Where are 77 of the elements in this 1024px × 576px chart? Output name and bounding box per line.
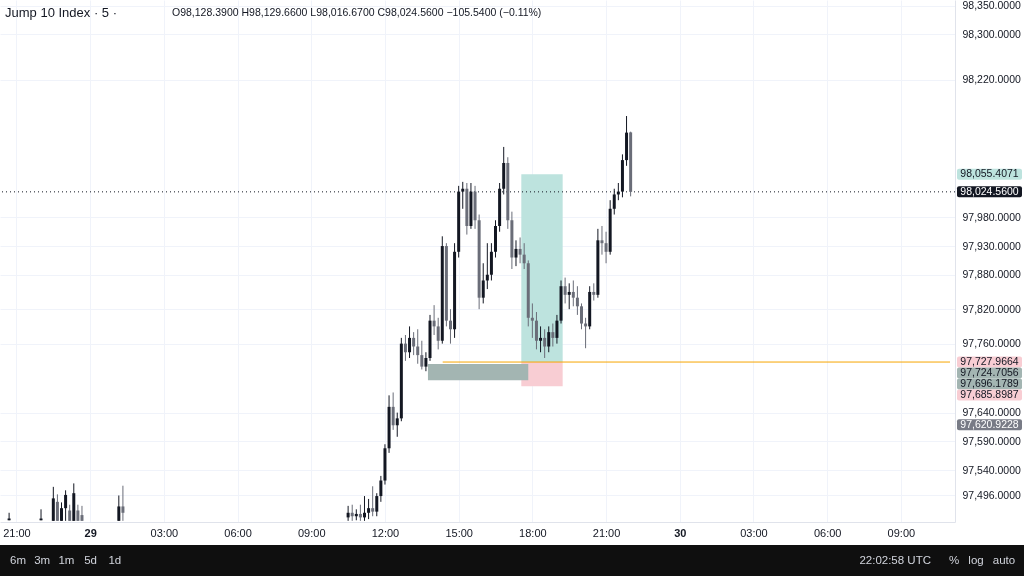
text: 98,055.4071 [960,167,1019,180]
y-tick-label: 97,980.0000 [962,210,1022,223]
text: 1d [108,554,122,566]
y-tick-label: 97,496.0000 [962,489,1022,501]
candlestick [448,308,452,345]
x-tick-label: 03:00 [150,526,179,539]
x-tick-label: 09:00 [887,526,916,539]
y-tick-label: 97,640.0000 [962,406,1022,419]
text: O98,128.3900 H98,129.6600 L98,016.6700 C98,024.5600 −105.5400 (−0.11%) [172,6,542,18]
y-tick-label: 97,880.0000 [962,268,1022,281]
x-tick-label: 06:00 [224,526,252,539]
y-tick-label: 98,220.0000 [962,73,1022,86]
text: 6m [10,554,26,566]
candlestick [408,325,412,359]
candlestick [534,311,538,350]
text: 97,620.9228 [960,417,1019,430]
candlestick [571,279,575,307]
candlestick [403,334,407,362]
x-tick-label: 03:00 [740,526,768,539]
candlestick [514,239,518,267]
candlestick [612,188,616,216]
candlestick [563,277,567,304]
candlestick [420,340,424,370]
y-tick-label: 98,350.0000 [962,0,1022,12]
x-tick-label: 18:00 [519,526,547,539]
x-tick-label: 15:00 [445,526,473,539]
candlestick [391,391,395,431]
candlestick [522,242,526,270]
text: 97,696.1789 [960,377,1019,390]
x-tick-label: 30 [674,526,687,539]
text: 22:02:58 UTC [859,554,931,566]
text: 97,724.7056 [960,366,1019,379]
candlestick [600,225,604,256]
candlestick [555,314,559,345]
candlestick [367,498,371,520]
x-tick-label: 21:00 [3,526,31,539]
ref-line-label: 98,024.5600 [960,184,1019,197]
candlestick [371,485,375,517]
candlestick [580,302,583,330]
candlestick [412,331,416,356]
chart-title: Jump 10 Index · 5 · [5,5,117,20]
candlestick [567,282,571,310]
candlestick [539,325,543,353]
candlestick [604,231,608,264]
candlestick [395,412,399,438]
x-tick-label: 09:00 [298,526,326,539]
candlestick [543,328,547,359]
candlestick [461,181,465,210]
y-tick-label: 97,590.0000 [962,434,1022,447]
y-tick-label: 98,300.0000 [962,27,1022,40]
text: % [948,554,960,566]
annotation: 97,727.9664 [960,355,1019,368]
x-tick-label: 12:00 [371,526,400,539]
text: auto [992,554,1016,566]
text: 5d [84,554,97,566]
text: 3m [34,554,51,566]
candlestick [489,242,493,281]
candlestick [575,285,579,316]
y-tick-label: 97,540.0000 [962,463,1022,476]
text: log [968,554,984,566]
candlestick [436,317,440,350]
candlestick [530,302,534,339]
x-tick-label: 21:00 [592,526,621,539]
x-tick-label: 06:00 [813,526,842,539]
candlestick [551,323,555,347]
y-tick-label: 97,760.0000 [962,337,1022,350]
y-tick-label: 97,930.0000 [962,239,1022,252]
candlestick [547,325,551,353]
candlestick [481,262,485,304]
candlestick [375,492,379,517]
text: 97,685.8987 [960,388,1019,401]
candlestick [424,351,428,372]
text: 1m [58,554,75,566]
x-tick-label: 29 [84,526,97,539]
y-tick-label: 97,820.0000 [962,302,1022,315]
candlestick [416,328,420,365]
candlestick [518,236,522,264]
